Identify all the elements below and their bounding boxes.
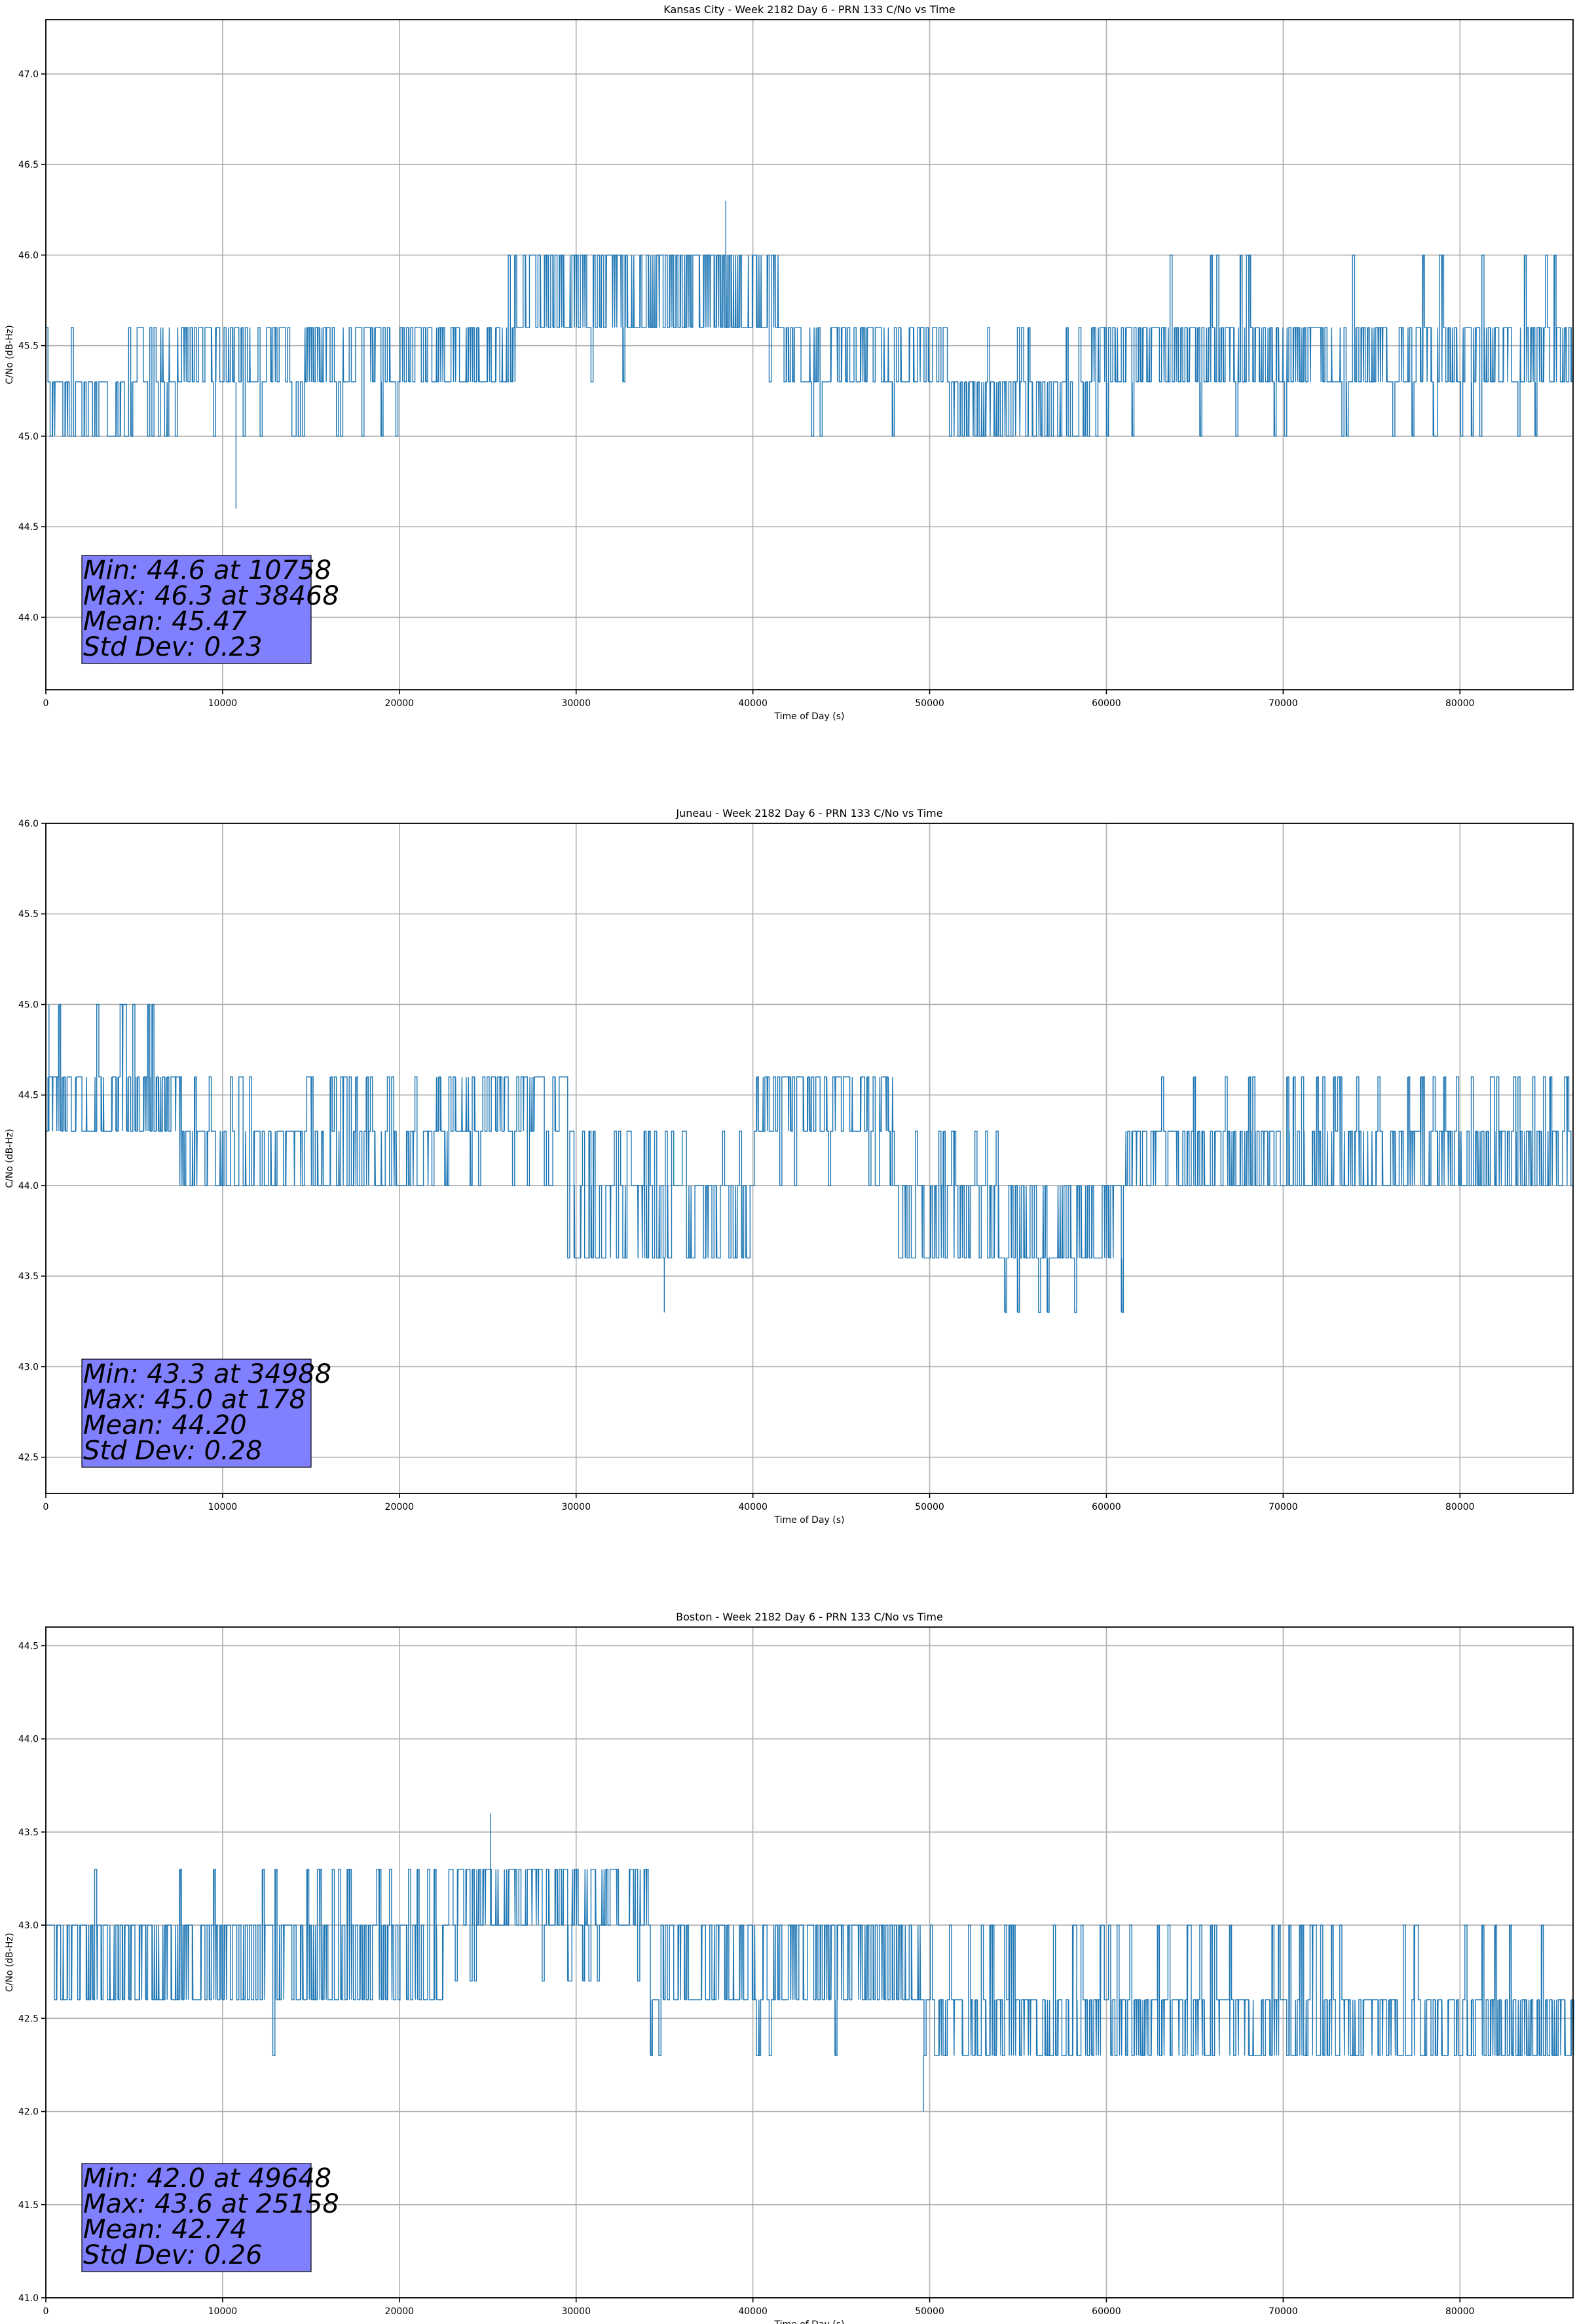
x-tick-label: 40000 <box>738 1502 768 1512</box>
x-axis-label: Time of Day (s) <box>774 711 845 722</box>
chart-panel-1: 44.0 44.5 45.0 45.5 46.0 46.5 47.0 0 10000 20000 3… <box>5 3 1574 722</box>
y-tick-label: 44.0 <box>18 1734 39 1745</box>
stats-min: Min: 42.0 at 49648 <box>83 2164 331 2194</box>
stats-std-dev: Std Dev: 0.26 <box>83 2240 263 2270</box>
x-tick-label: 70000 <box>1269 2306 1298 2317</box>
stats-max: Max: 45.0 at 178 <box>83 1385 306 1415</box>
stats-max: Max: 46.3 at 38468 <box>83 581 339 611</box>
chart-title: Kansas City - Week 2182 Day 6 - PRN 133 … <box>663 3 955 16</box>
y-tick-label: 46.0 <box>18 250 39 261</box>
stats-mean: Mean: 44.20 <box>83 1410 247 1440</box>
y-tick-label: 44.5 <box>18 1091 39 1101</box>
y-tick-label: 45.0 <box>18 1000 39 1010</box>
plot-frame <box>45 19 1574 690</box>
cno-series-line <box>46 200 1574 509</box>
x-tick-label: 0 <box>43 698 49 709</box>
cno-series-line <box>46 1813 1574 2112</box>
chart-panel-3: 41.0 41.5 42.0 42.5 43.0 43.5 44.0 44.5 0 10000 20… <box>5 1611 1574 2324</box>
x-tick-label: 30000 <box>561 2306 591 2317</box>
y-tick-label: 45.5 <box>18 341 39 352</box>
y-tick-label: 47.0 <box>18 69 39 80</box>
x-axis-label: Time of Day (s) <box>774 1515 845 1526</box>
x-tick-label: 40000 <box>738 698 768 709</box>
x-tick-label: 70000 <box>1269 698 1298 709</box>
chart-panel-2: 42.5 43.0 43.5 44.0 44.5 45.0 45.5 46.0 0 10000 20… <box>5 807 1574 1526</box>
stats-std-dev: Std Dev: 0.28 <box>83 1436 263 1466</box>
y-tick-label: 43.5 <box>18 1827 39 1838</box>
y-tick-label: 45.0 <box>18 432 39 442</box>
x-tick-label: 70000 <box>1269 1502 1298 1512</box>
x-tick-label: 10000 <box>208 1502 238 1512</box>
y-tick-label: 43.0 <box>18 1921 39 1931</box>
x-tick-label: 30000 <box>561 698 591 709</box>
x-tick-label: 50000 <box>915 1502 944 1512</box>
x-tick-label: 30000 <box>561 1502 591 1512</box>
y-tick-label: 42.5 <box>18 1453 39 1463</box>
y-tick-label: 42.5 <box>18 2014 39 2024</box>
stats-max: Max: 43.6 at 25158 <box>83 2189 339 2219</box>
y-tick-label: 44.5 <box>18 1641 39 1651</box>
x-tick-label: 60000 <box>1092 1502 1121 1512</box>
x-tick-label: 10000 <box>208 2306 238 2317</box>
x-tick-label: 80000 <box>1445 698 1475 709</box>
y-tick-label: 43.5 <box>18 1271 39 1282</box>
stats-mean: Mean: 45.47 <box>83 607 247 637</box>
y-axis-label: C/No (dB-Hz) <box>5 1933 15 1992</box>
stats-box <box>81 2163 312 2272</box>
stats-box <box>81 1359 312 1468</box>
x-tick-label: 40000 <box>738 2306 768 2317</box>
y-tick-label: 43.0 <box>18 1362 39 1372</box>
y-axis-label: C/No (dB-Hz) <box>5 325 15 384</box>
x-tick-label: 20000 <box>385 1502 415 1512</box>
x-tick-label: 80000 <box>1445 2306 1475 2317</box>
plot-frame <box>45 1626 1574 2298</box>
stats-min: Min: 44.6 at 10758 <box>83 555 331 586</box>
chart-title: Boston - Week 2182 Day 6 - PRN 133 C/No … <box>676 1611 943 1623</box>
x-tick-label: 20000 <box>385 698 415 709</box>
x-tick-label: 20000 <box>385 2306 415 2317</box>
x-axis-label: Time of Day (s) <box>774 2319 845 2324</box>
y-tick-label: 44.0 <box>18 1181 39 1191</box>
chart-title: Juneau - Week 2182 Day 6 - PRN 133 C/No … <box>675 807 942 819</box>
x-tick-label: 50000 <box>915 698 944 709</box>
y-axis-label: C/No (dB-Hz) <box>5 1129 15 1188</box>
x-tick-label: 10000 <box>208 698 238 709</box>
y-tick-label: 41.5 <box>18 2200 39 2211</box>
x-tick-label: 0 <box>43 1502 49 1512</box>
stats-box <box>81 555 312 664</box>
plot-frame <box>45 823 1574 1494</box>
y-tick-label: 44.5 <box>18 522 39 533</box>
cno-series-line <box>46 1003 1573 1313</box>
y-tick-label: 41.0 <box>18 2293 39 2304</box>
y-tick-label: 46.0 <box>18 819 39 829</box>
stats-min: Min: 43.3 at 34988 <box>83 1359 331 1389</box>
x-tick-label: 60000 <box>1092 698 1121 709</box>
x-tick-label: 80000 <box>1445 1502 1475 1512</box>
y-tick-label: 44.0 <box>18 612 39 623</box>
stats-mean: Mean: 42.74 <box>83 2215 247 2245</box>
y-tick-label: 42.0 <box>18 2107 39 2118</box>
y-tick-label: 46.5 <box>18 160 39 170</box>
x-tick-label: 50000 <box>915 2306 944 2317</box>
stats-std-dev: Std Dev: 0.23 <box>83 632 263 662</box>
x-tick-label: 60000 <box>1092 2306 1121 2317</box>
y-tick-label: 45.5 <box>18 909 39 920</box>
x-tick-label: 0 <box>43 2306 49 2317</box>
